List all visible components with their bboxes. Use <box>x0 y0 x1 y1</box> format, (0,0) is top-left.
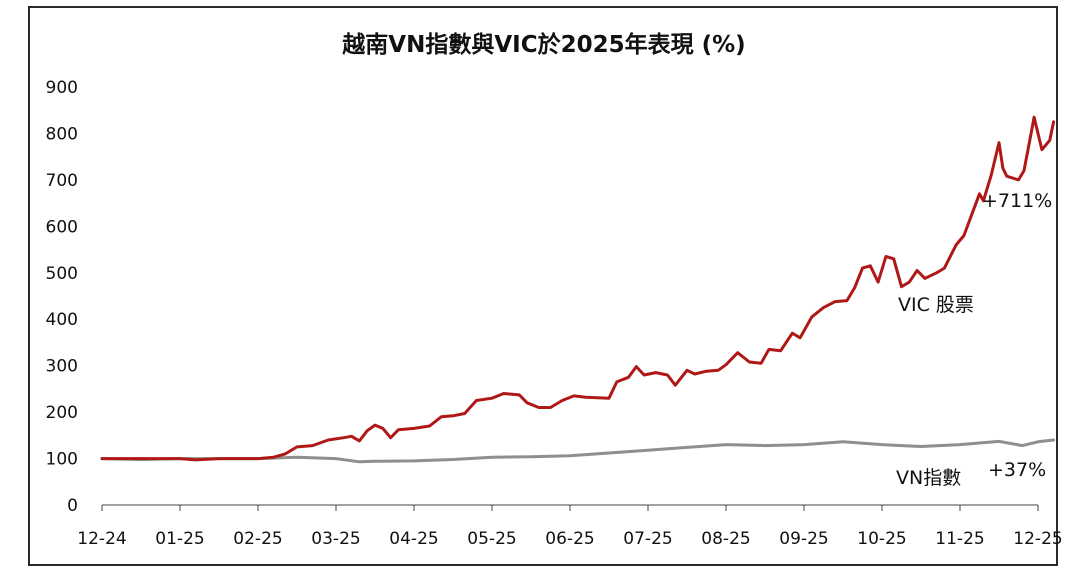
y-tick-label: 400 <box>46 310 78 330</box>
y-axis: 0 100 200 300 400 500 600 700 800 900 <box>46 78 78 516</box>
x-tick-label: 10-25 <box>857 529 906 549</box>
series-line-0 <box>100 115 1056 462</box>
x-tick-label: 09-25 <box>779 529 828 549</box>
vic-change-label: +711% <box>982 190 1052 212</box>
x-tick-label: 07-25 <box>623 529 672 549</box>
annotation-layer: +711% VIC 股票 VN指數 +37% <box>896 190 1052 489</box>
x-tick-label: 03-25 <box>311 529 360 549</box>
y-tick-label: 800 <box>46 124 78 144</box>
x-tick-label: 08-25 <box>701 529 750 549</box>
y-tick-label: 300 <box>46 357 78 377</box>
x-tick-label: 05-25 <box>467 529 516 549</box>
x-tick-label: 04-25 <box>389 529 438 549</box>
y-tick-label: 200 <box>46 403 78 423</box>
y-tick-label: 600 <box>46 217 78 237</box>
y-tick-label: 900 <box>46 78 78 98</box>
y-tick-label: 0 <box>67 496 78 516</box>
chart-frame <box>28 6 1058 566</box>
y-tick-label: 100 <box>46 450 78 470</box>
vn-index-series-label: VN指數 <box>896 467 961 489</box>
series-layer <box>100 115 1056 464</box>
vic-series-label: VIC 股票 <box>898 294 974 316</box>
series-line-1 <box>100 438 1056 464</box>
x-tick-label: 12-25 <box>1013 529 1062 549</box>
x-tick-label: 11-25 <box>935 529 984 549</box>
vn-index-change-label: +37% <box>988 459 1046 481</box>
y-tick-label: 700 <box>46 171 78 191</box>
x-axis: 12-24 01-25 02-25 03-25 04-25 05-25 06-25 07-25… <box>77 504 1063 549</box>
x-tick-label: 02-25 <box>233 529 282 549</box>
x-tick-label: 12-24 <box>77 529 126 549</box>
x-tick-label: 01-25 <box>155 529 204 549</box>
y-tick-label: 500 <box>46 264 78 284</box>
chart-title: 越南VN指數與VIC於2025年表現 (%) <box>342 31 745 58</box>
x-tick-label: 06-25 <box>545 529 594 549</box>
